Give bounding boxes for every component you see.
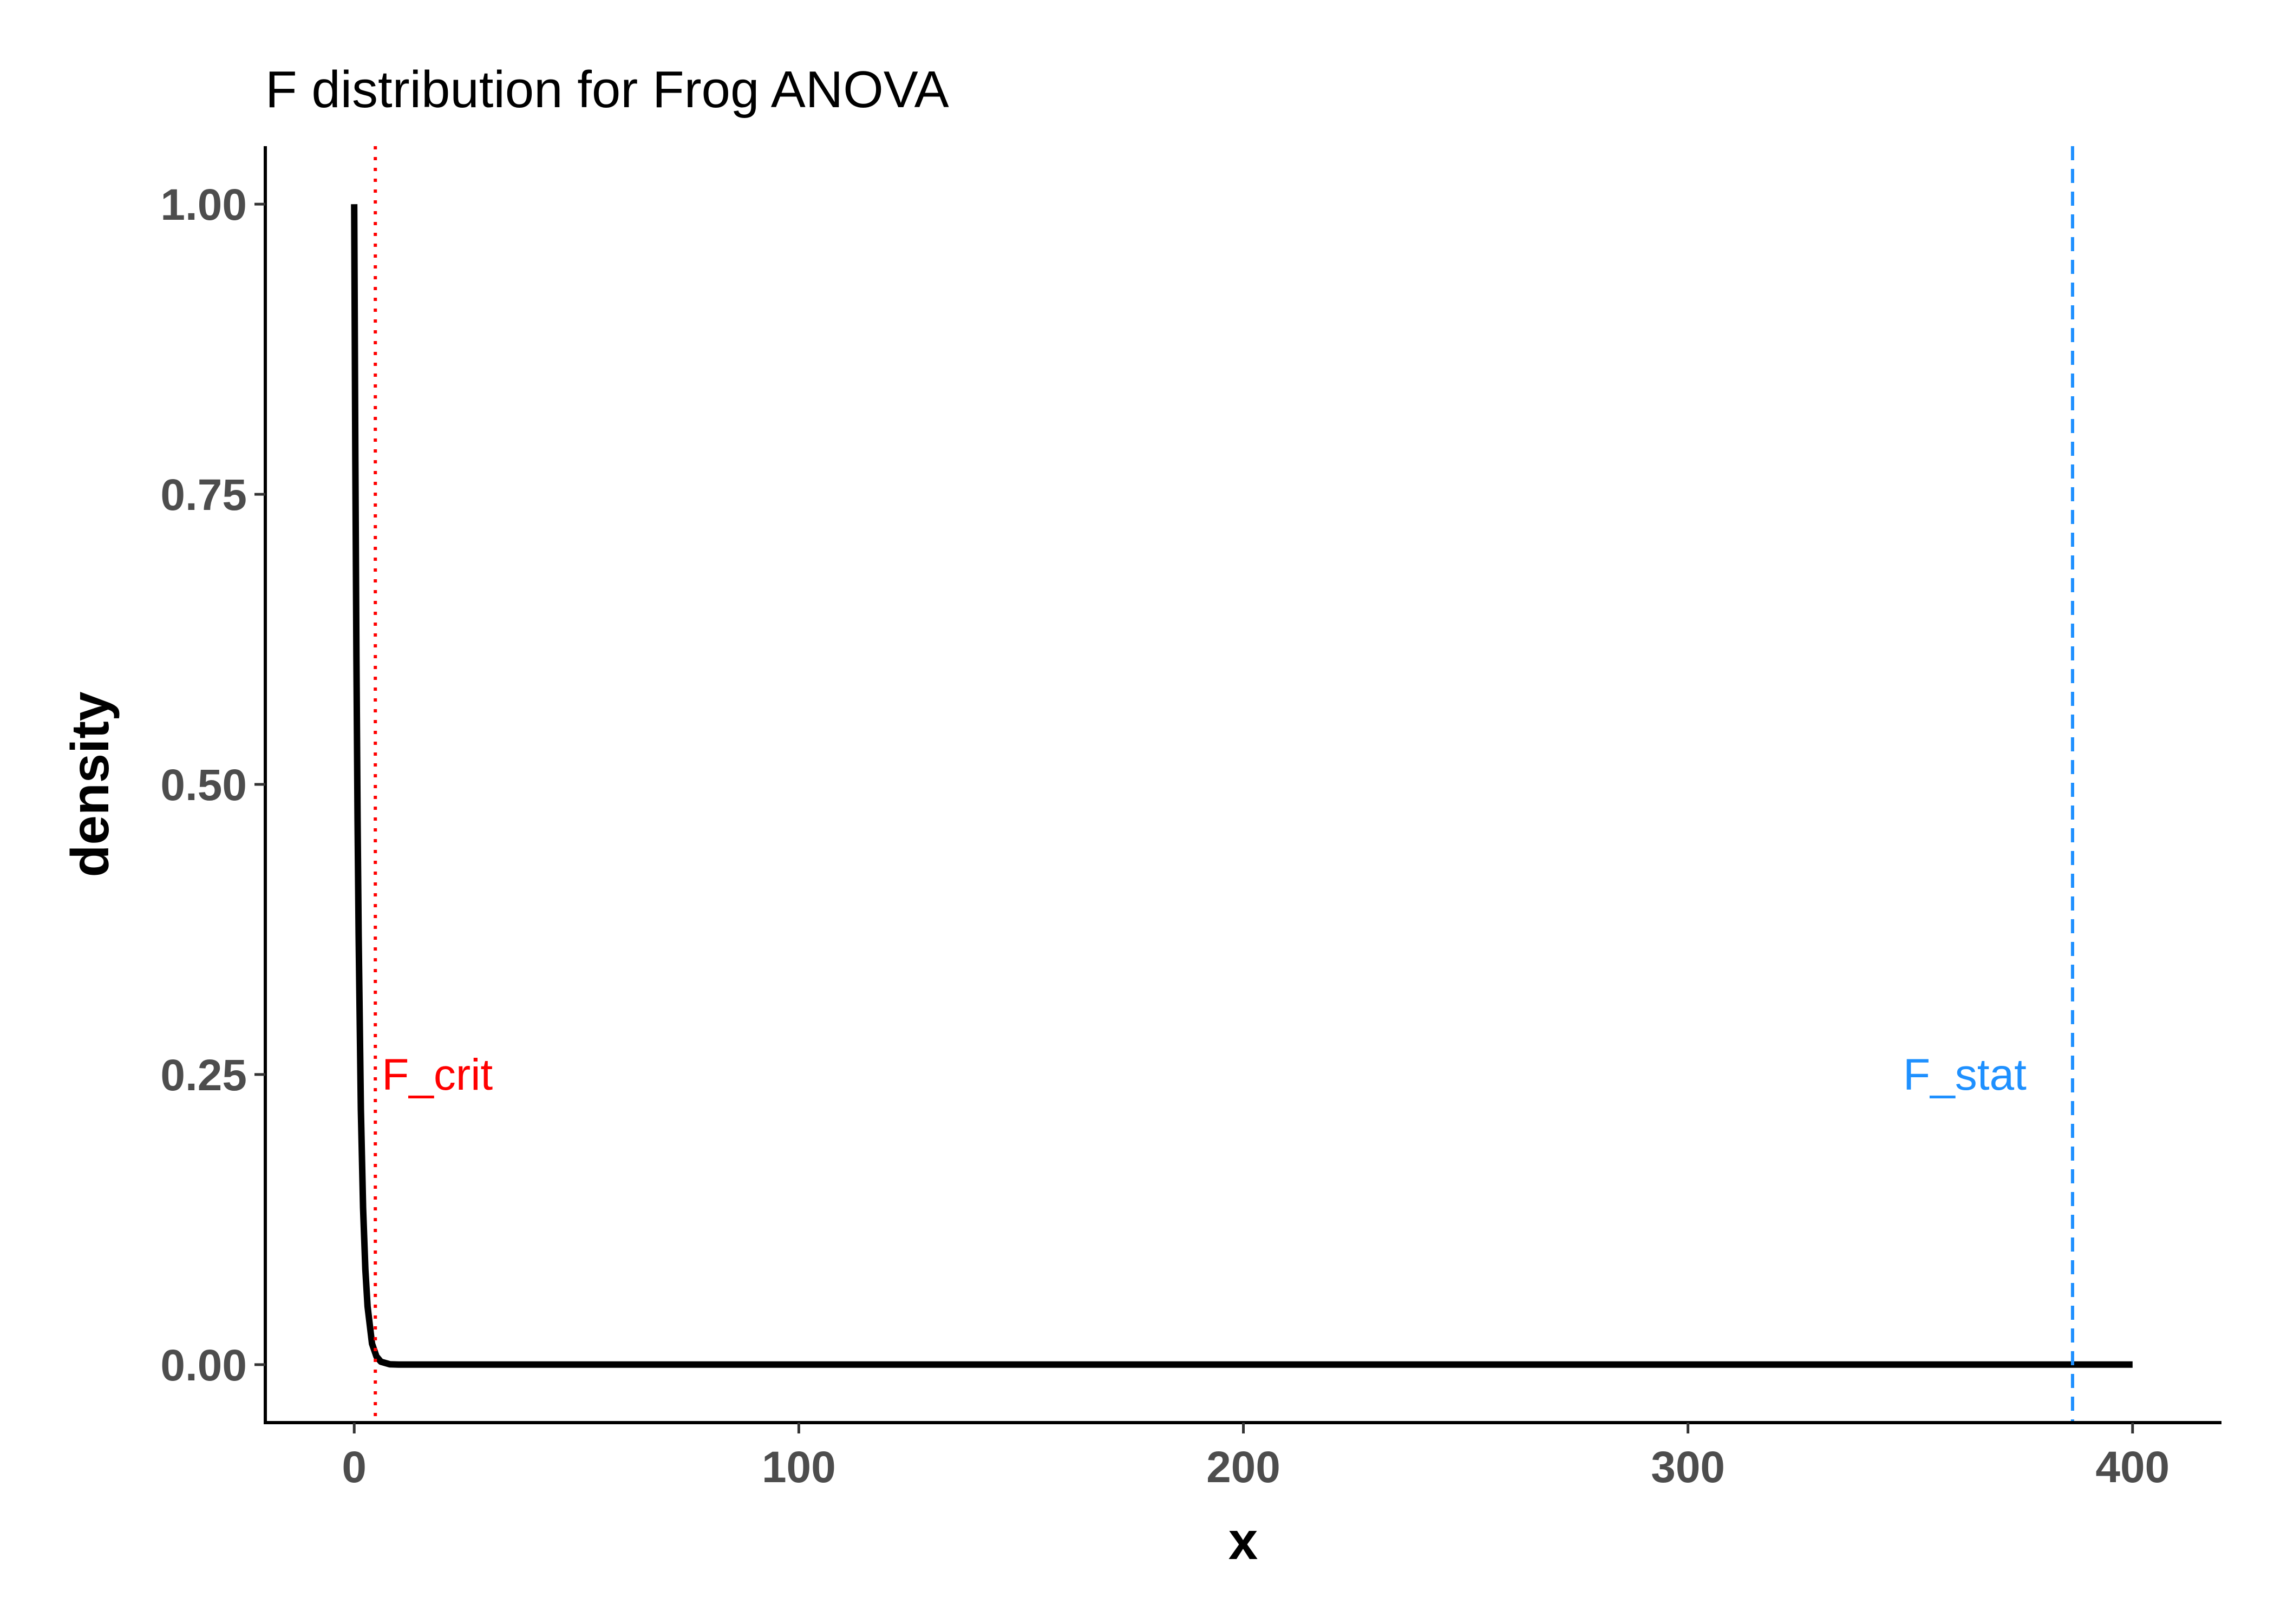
- x-tick-label: 300: [1651, 1443, 1725, 1492]
- y-tick-label: 0.00: [160, 1341, 247, 1390]
- x-ticks: 0 100 200 300 400: [342, 1423, 2170, 1492]
- y-ticks: 0.00 0.25 0.50 0.75 1.00: [160, 180, 265, 1390]
- x-tick-label: 0: [342, 1443, 367, 1492]
- plot-area: F_crit F_stat: [351, 146, 2133, 1423]
- y-tick-label: 0.50: [160, 761, 247, 810]
- y-tick-label: 1.00: [160, 180, 247, 230]
- density-curve-line: [351, 204, 2133, 1368]
- f-stat-label: F_stat: [1903, 1050, 2027, 1099]
- x-tick-label: 100: [762, 1443, 836, 1492]
- x-axis-title: x: [1229, 1511, 1258, 1570]
- x-tick-label: 200: [1206, 1443, 1280, 1492]
- y-axis-title: density: [60, 691, 120, 877]
- y-tick-label: 0.75: [160, 470, 247, 520]
- x-tick-label: 400: [2095, 1443, 2170, 1492]
- chart-title: F distribution for Frog ANOVA: [265, 61, 949, 119]
- f-crit-label: F_crit: [382, 1050, 493, 1099]
- y-tick-label: 0.25: [160, 1051, 247, 1100]
